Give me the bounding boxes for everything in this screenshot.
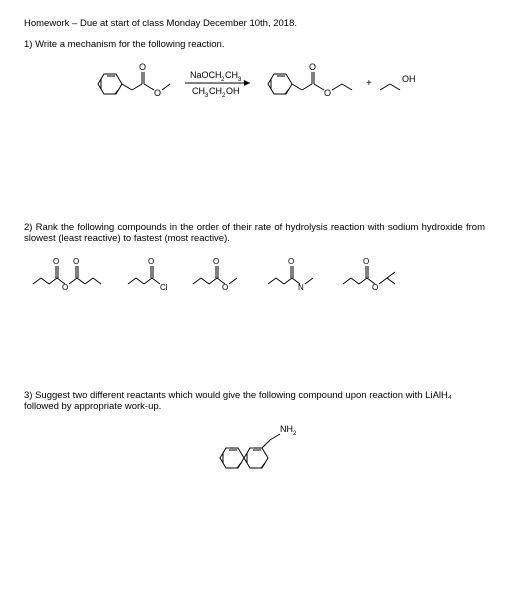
reagent-top: NaOCH [190,70,222,80]
q2-compounds: O O O O Cl [24,250,485,300]
q2-text: 2) Rank the following compounds in the o… [24,222,485,244]
nh2-label: NH [280,424,293,434]
q2-workspace [24,300,485,390]
q1-workspace [24,112,485,222]
n-label: N [298,283,304,292]
plus-sign: + [366,78,372,89]
svg-text:CH: CH [225,70,238,80]
svg-text:O: O [213,257,219,266]
svg-text:O: O [372,283,378,292]
q3-text-content: 3) Suggest two different reactants which… [24,390,452,412]
oh-label: OH [402,74,416,84]
svg-text:O: O [154,88,161,98]
svg-text:O: O [363,257,369,266]
svg-text:O: O [73,257,79,266]
svg-text:O: O [288,257,294,266]
svg-text:O: O [53,257,59,266]
svg-text:3: 3 [238,77,242,83]
svg-text:OH: OH [226,86,240,96]
q1-reaction: O O NaOCH 2 CH 3 CH 3 CH 2 OH [54,56,485,112]
svg-text:O: O [324,88,331,98]
cl-label: Cl [160,283,168,292]
q3-compound: NH 2 [24,418,485,488]
svg-text:CH: CH [209,86,222,96]
o-label: O [222,283,228,292]
reagent-bottom: CH [192,86,205,96]
svg-text:O: O [309,62,316,72]
svg-text:O: O [148,257,154,266]
svg-text:O: O [139,62,146,72]
homework-title: Homework – Due at start of class Monday … [24,18,485,29]
svg-text:2: 2 [293,431,297,437]
svg-text:O: O [62,283,68,292]
q3-text: 3) Suggest two different reactants which… [24,390,485,412]
q1-text: 1) Write a mechanism for the following r… [24,39,485,50]
homework-page: Homework – Due at start of class Monday … [0,0,509,506]
